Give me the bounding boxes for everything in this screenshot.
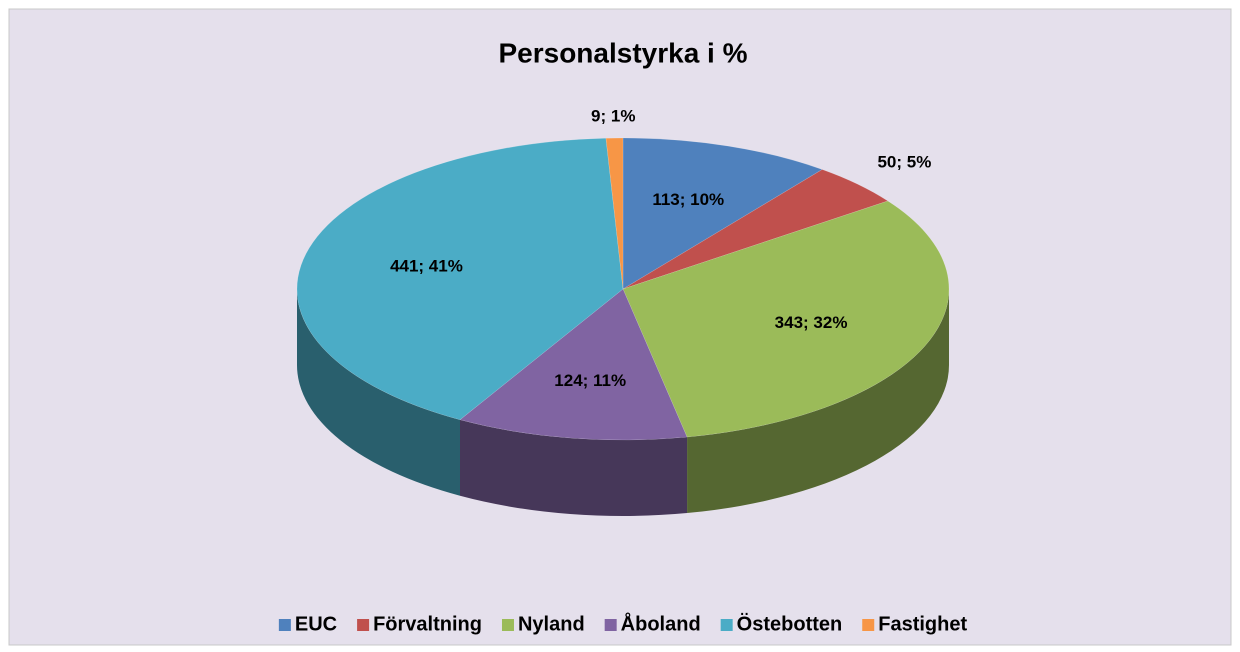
data-label: 50; 5% — [877, 153, 931, 172]
legend-swatch — [501, 619, 514, 631]
legend-label: Åboland — [621, 611, 701, 635]
legend-swatch — [357, 619, 370, 631]
legend-swatch — [604, 619, 617, 631]
legend-label: Östebotten — [737, 612, 843, 635]
slice — [622, 200, 950, 438]
legend-swatch — [720, 619, 733, 631]
legend-label: EUC — [295, 613, 337, 635]
slice-side — [687, 289, 949, 514]
data-label: 343; 32% — [775, 313, 848, 332]
data-label: 9; 1% — [591, 106, 635, 125]
slice-side — [460, 419, 688, 517]
slice-side — [297, 289, 460, 496]
data-label: 113; 10% — [652, 190, 724, 209]
data-label: 441; 41% — [390, 257, 463, 276]
legend-swatch — [862, 619, 875, 631]
data-label: 124; 11% — [554, 371, 626, 390]
slice — [605, 137, 624, 290]
legend-label: Förvaltning — [373, 613, 482, 635]
slice — [296, 137, 624, 421]
chart-title: Personalstyrka i % — [498, 37, 747, 68]
legend-label: Nyland — [518, 613, 585, 635]
legend-swatch — [278, 619, 291, 631]
legend-label: Fastighet — [878, 613, 967, 635]
slice — [622, 169, 889, 290]
slice — [459, 288, 688, 441]
slice — [622, 137, 823, 290]
